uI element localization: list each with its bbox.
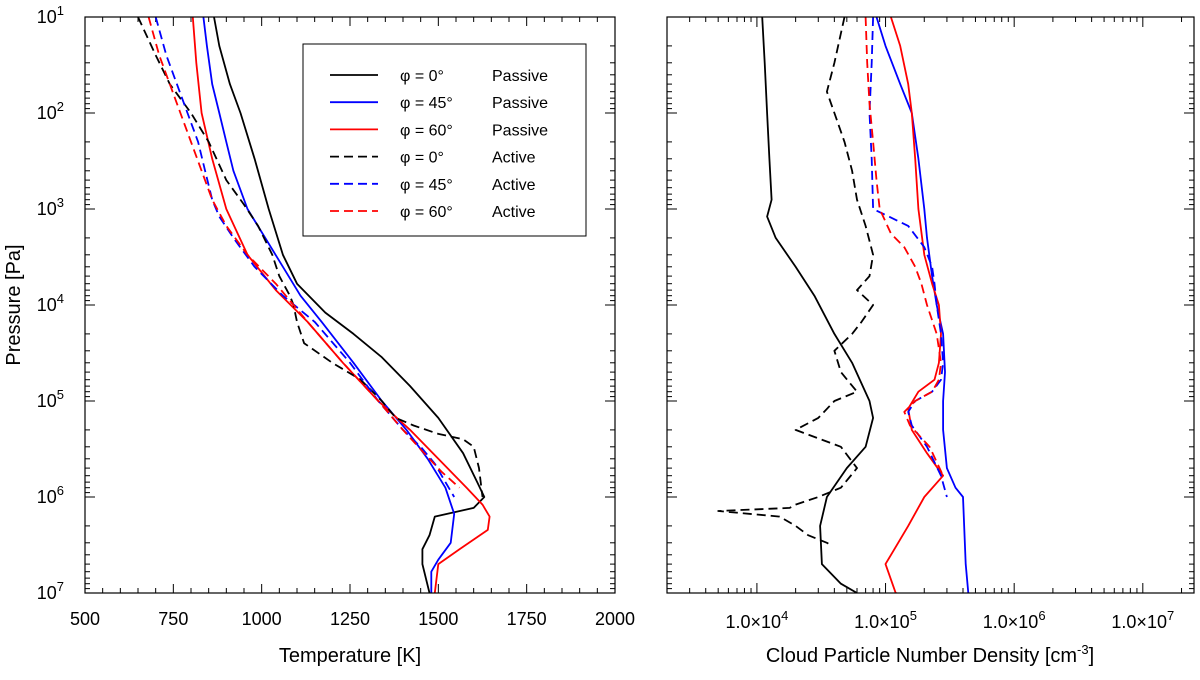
pressure-ytick-label: 107	[37, 579, 64, 603]
cloud-density-xtick-mantissa: 1.0×10	[1111, 612, 1167, 632]
cloud-density-ticks: 1.0×104 1.0×105 1.0×106 1.0×107	[666, 16, 1194, 632]
legend-label: φ = 0°	[400, 150, 444, 167]
pressure-ytick-exponent: 1	[57, 3, 64, 18]
pressure-ytick-exponent: 5	[57, 387, 64, 402]
temperature-xtick-label: 2000	[595, 609, 635, 629]
temperature-series-group	[137, 17, 491, 593]
pressure-ytick-label: 101	[37, 3, 64, 27]
pressure-ytick-base: 10	[37, 487, 57, 507]
temperature-series-line	[154, 17, 455, 498]
temperature-xtick-label: 1500	[418, 609, 458, 629]
cloud-density-xtick-label: 1.0×106	[983, 608, 1046, 632]
legend-mode: Passive	[492, 122, 548, 139]
pressure-ytick-base: 10	[37, 391, 57, 411]
temperature-ticks: 500 750 1000 1250 1500 1750 200010110210310410…	[37, 3, 635, 629]
temperature-series-line	[137, 17, 484, 498]
legend-mode: Active	[492, 150, 536, 167]
cloud-density-series-line	[868, 17, 948, 498]
cloud-density-xtick-label: 1.0×104	[726, 608, 789, 632]
pressure-ylabel: Pressure [Pa]	[3, 244, 25, 365]
legend-label: φ = 60°	[400, 122, 453, 139]
cloud-density-xlabel-main: Cloud Particle Number Density [cm	[766, 645, 1077, 667]
pressure-ytick-exponent: 4	[57, 291, 64, 306]
temperature-plot-frame	[84, 16, 616, 594]
legend-box	[302, 43, 587, 237]
legend-mode: Active	[492, 204, 536, 221]
cloud-density-xtick-exponent: 4	[781, 608, 788, 623]
legend-mode: Passive	[492, 95, 548, 112]
pressure-ytick-base: 10	[37, 583, 57, 603]
temperature-xtick-label: 1000	[242, 609, 282, 629]
pressure-ytick-label: 102	[37, 99, 64, 123]
temperature-xtick-label: 1750	[507, 609, 547, 629]
cloud-density-xtick-label: 1.0×105	[854, 608, 917, 632]
cloud-density-xtick-mantissa: 1.0×10	[983, 612, 1039, 632]
temperature-xlabel: Temperature [K]	[279, 645, 421, 667]
legend-label: φ = 45°	[400, 95, 453, 112]
pressure-ytick-exponent: 7	[57, 579, 64, 594]
cloud-density-plot-frame	[666, 16, 1195, 594]
legend-label: φ = 45°	[400, 177, 453, 194]
pressure-ytick-base: 10	[37, 7, 57, 27]
cloud-density-series-line	[884, 17, 944, 593]
cloud-density-xtick-label: 1.0×107	[1111, 608, 1174, 632]
cloud-density-xlabel-sup: -3	[1077, 642, 1089, 657]
temperature-series-line	[202, 17, 456, 593]
legend: φ = 0° Passive φ = 45° Passive φ = 60° Passiv…	[302, 43, 587, 237]
cloud-density-panel: 1.0×104 1.0×105 1.0×106 1.0×107 Cloud Parti…	[666, 16, 1195, 667]
pressure-ytick-exponent: 6	[57, 483, 64, 498]
pressure-ytick-label: 105	[37, 387, 64, 411]
cloud-density-series-group	[717, 17, 970, 593]
cloud-density-series-line	[717, 17, 874, 547]
pressure-ytick-label: 106	[37, 483, 64, 507]
temperature-series-line	[213, 17, 486, 593]
cloud-density-xlabel: Cloud Particle Number Density [cm-3]	[766, 642, 1094, 667]
cloud-density-xtick-exponent: 6	[1038, 608, 1045, 623]
cloud-density-xtick-mantissa: 1.0×10	[854, 612, 910, 632]
cloud-density-series-line	[875, 17, 970, 593]
pressure-ytick-exponent: 2	[57, 99, 64, 114]
legend-label: φ = 60°	[400, 204, 453, 221]
temperature-xtick-label: 750	[158, 609, 188, 629]
cloud-density-series-line	[864, 17, 944, 477]
pressure-ytick-label: 103	[37, 195, 64, 219]
pressure-ytick-exponent: 3	[57, 195, 64, 210]
cloud-density-series-line	[761, 17, 874, 593]
pressure-ytick-base: 10	[37, 103, 57, 123]
pressure-ytick-base: 10	[37, 199, 57, 219]
pressure-ytick-base: 10	[37, 295, 57, 315]
temperature-panel: 500 750 1000 1250 1500 1750 200010110210310410…	[3, 3, 635, 667]
cloud-density-xtick-exponent: 5	[910, 608, 917, 623]
legend-mode: Passive	[492, 68, 548, 85]
cloud-density-xlabel-tail: ]	[1089, 645, 1095, 667]
temperature-series-line	[147, 17, 461, 489]
cloud-density-xtick-exponent: 7	[1167, 608, 1174, 623]
pressure-ytick-label: 104	[37, 291, 64, 315]
temperature-xtick-label: 1250	[330, 609, 370, 629]
cloud-density-xtick-mantissa: 1.0×10	[726, 612, 782, 632]
legend-label: φ = 0°	[400, 68, 444, 85]
temperature-xtick-label: 500	[70, 609, 100, 629]
legend-mode: Active	[492, 177, 536, 194]
